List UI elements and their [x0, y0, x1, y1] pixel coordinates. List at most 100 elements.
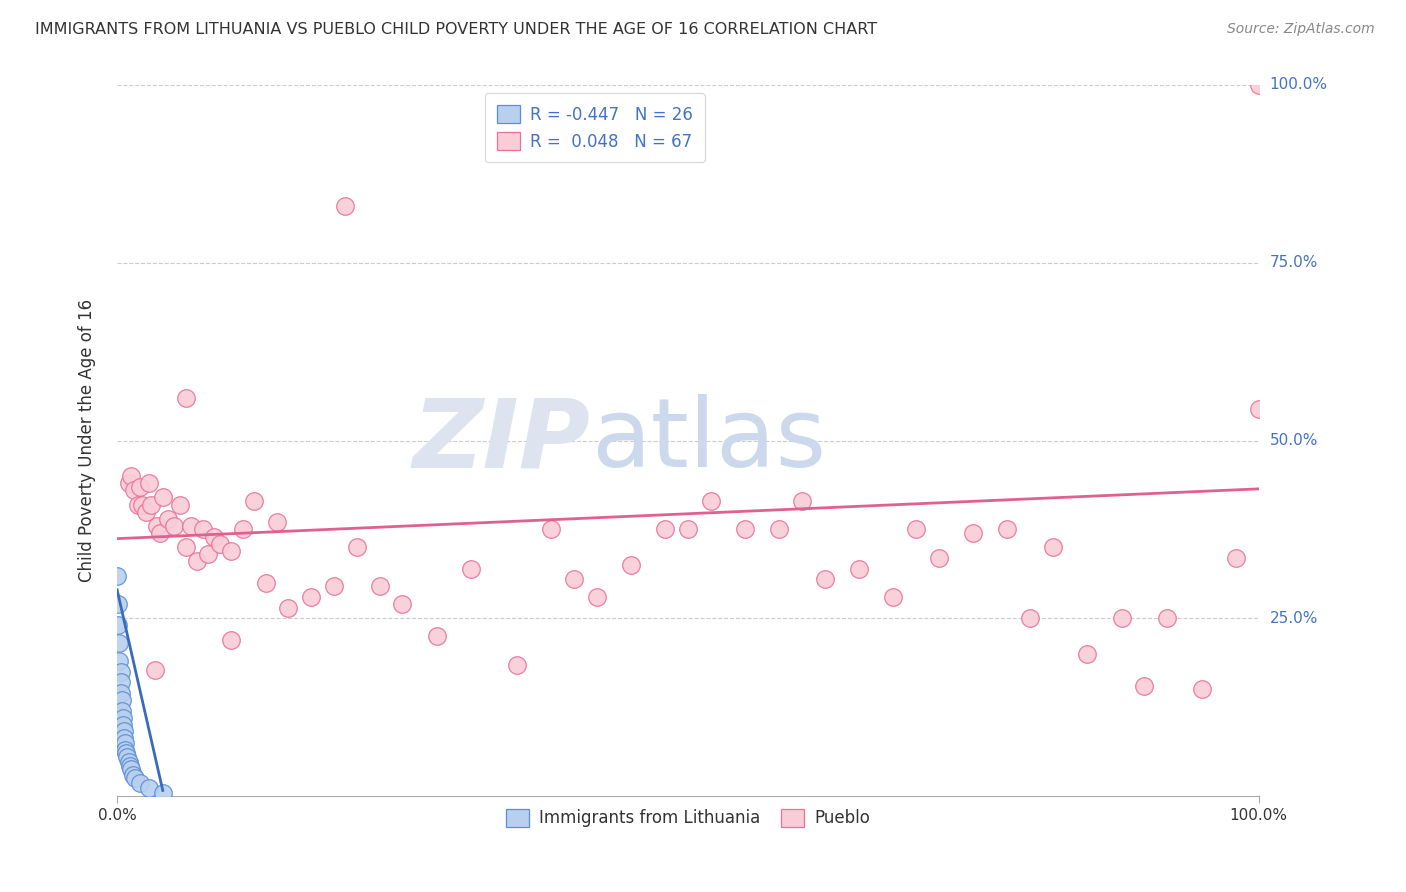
Point: [814, 572, 837, 586]
Point: [112, 731, 135, 745]
Point: [110, 675, 132, 690]
Point: [169, 498, 191, 512]
Point: [152, 785, 174, 799]
Point: [180, 519, 202, 533]
Point: [505, 657, 527, 672]
Point: [149, 525, 172, 540]
Point: [962, 525, 984, 540]
Point: [1225, 550, 1247, 565]
Point: [1191, 682, 1213, 697]
Point: [1076, 647, 1098, 661]
Point: [882, 590, 904, 604]
Point: [129, 480, 152, 494]
Point: [141, 498, 163, 512]
Point: [108, 654, 131, 668]
Point: [118, 759, 141, 773]
Point: [124, 772, 146, 786]
Point: [135, 505, 157, 519]
Point: [111, 693, 134, 707]
Point: [131, 498, 153, 512]
Point: [127, 498, 149, 512]
Point: [111, 718, 134, 732]
Point: [790, 494, 813, 508]
Point: [1247, 78, 1270, 92]
Point: [152, 491, 174, 505]
Legend: Immigrants from Lithuania, Pueblo: Immigrants from Lithuania, Pueblo: [499, 802, 876, 834]
Point: [138, 780, 160, 795]
Text: atlas: atlas: [591, 394, 825, 487]
Point: [905, 523, 928, 537]
Point: [335, 199, 357, 213]
Point: [676, 523, 699, 537]
Point: [254, 575, 277, 590]
Point: [174, 540, 197, 554]
Point: [114, 743, 136, 757]
Point: [120, 762, 142, 776]
Point: [346, 540, 368, 554]
Text: 50.0%: 50.0%: [1270, 433, 1317, 448]
Point: [163, 519, 186, 533]
Point: [1111, 611, 1133, 625]
Point: [197, 547, 219, 561]
Text: 75.0%: 75.0%: [1270, 255, 1317, 270]
Point: [997, 523, 1019, 537]
Point: [620, 558, 643, 572]
Point: [243, 494, 266, 508]
Point: [1042, 540, 1064, 554]
Point: [122, 483, 145, 498]
Point: [111, 711, 134, 725]
Point: [585, 590, 607, 604]
Point: [219, 632, 242, 647]
Point: [654, 523, 676, 537]
Point: [111, 704, 134, 718]
Point: [105, 568, 128, 582]
Point: [460, 561, 482, 575]
Text: IMMIGRANTS FROM LITHUANIA VS PUEBLO CHILD POVERTY UNDER THE AGE OF 16 CORRELATIO: IMMIGRANTS FROM LITHUANIA VS PUEBLO CHIL…: [35, 22, 877, 37]
Point: [191, 523, 214, 537]
Point: [219, 543, 242, 558]
Point: [143, 663, 166, 677]
Point: [368, 579, 391, 593]
Point: [699, 494, 721, 508]
Point: [117, 476, 139, 491]
Point: [232, 523, 254, 537]
Point: [928, 550, 950, 565]
Point: [110, 665, 132, 679]
Point: [122, 768, 145, 782]
Point: [266, 516, 288, 530]
Point: [562, 572, 585, 586]
Point: [391, 597, 413, 611]
Y-axis label: Child Poverty Under the Age of 16: Child Poverty Under the Age of 16: [79, 299, 96, 582]
Point: [138, 476, 160, 491]
Point: [323, 579, 346, 593]
Text: ZIP: ZIP: [413, 394, 591, 487]
Text: 25.0%: 25.0%: [1270, 611, 1317, 626]
Point: [110, 686, 132, 700]
Point: [108, 636, 131, 650]
Point: [114, 736, 136, 750]
Point: [115, 747, 138, 761]
Point: [848, 561, 870, 575]
Point: [426, 629, 449, 643]
Point: [107, 597, 129, 611]
Text: 100.0%: 100.0%: [1270, 78, 1327, 93]
Point: [1247, 401, 1270, 416]
Point: [202, 529, 225, 543]
Point: [734, 523, 756, 537]
Point: [186, 554, 208, 568]
Text: Source: ZipAtlas.com: Source: ZipAtlas.com: [1227, 22, 1375, 37]
Point: [299, 590, 322, 604]
Point: [112, 723, 135, 738]
Point: [768, 523, 790, 537]
Point: [117, 750, 139, 764]
Point: [146, 519, 169, 533]
Point: [157, 512, 180, 526]
Point: [174, 391, 197, 405]
Point: [120, 469, 142, 483]
Point: [1019, 611, 1042, 625]
Point: [1133, 679, 1156, 693]
Point: [1156, 611, 1178, 625]
Point: [129, 776, 152, 790]
Point: [208, 536, 231, 550]
Point: [540, 523, 562, 537]
